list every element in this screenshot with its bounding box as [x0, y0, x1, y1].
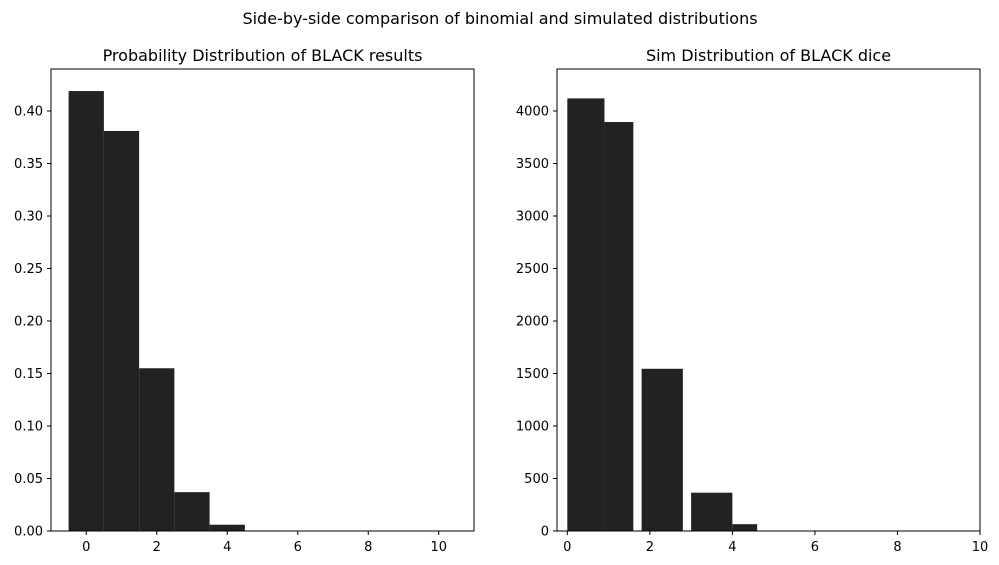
right-chart-y-tick-label-8: 4000: [516, 105, 549, 120]
right-chart-simulation: Sim Distribution of BLACK dice 0 2 4 6 8 10 0…: [516, 46, 988, 555]
right-chart-y-tick-label-3: 1500: [516, 367, 549, 382]
left-chart-y-tick-label-0: 0.00: [14, 525, 43, 540]
right-chart-bar-4: [732, 524, 758, 531]
right-chart-y-tick-label-2: 1000: [516, 420, 549, 435]
right-chart-y-tick-label-6: 3000: [516, 210, 549, 225]
left-chart-y-axis: 0.00 0.05 0.10 0.15 0.20 0.25 0.30 0.35 0.40: [14, 105, 51, 540]
right-chart-y-tick-label-1: 500: [524, 472, 549, 487]
right-chart-x-axis: 0 2 4 6 8 10: [563, 531, 988, 555]
right-chart-bar-0: [567, 98, 605, 532]
left-chart-x-axis: 0 2 4 6 8 10: [82, 531, 447, 555]
left-chart-title: Probability Distribution of BLACK result…: [103, 46, 423, 65]
right-chart-frame: [556, 68, 981, 532]
right-chart-x-tick-label-4: 8: [893, 540, 901, 555]
right-chart-title: Sim Distribution of BLACK dice: [646, 46, 891, 65]
left-chart-bar-3: [174, 492, 210, 531]
left-chart-y-tick-label-5: 0.25: [14, 262, 43, 277]
left-chart-bar-4: [209, 524, 245, 531]
left-chart-y-tick-label-3: 0.15: [14, 367, 43, 382]
left-chart-bar-1: [103, 130, 140, 531]
right-chart-y-tick-label-0: 0: [541, 525, 549, 540]
right-chart-y-tick-label-4: 2000: [516, 315, 549, 330]
left-chart-probability: Probability Distribution of BLACK result…: [14, 46, 475, 555]
right-chart-bar-2: [641, 368, 683, 531]
left-chart-frame: [50, 68, 475, 532]
right-chart-x-tick-label-0: 0: [563, 540, 571, 555]
left-chart-y-tick-label-2: 0.10: [14, 420, 43, 435]
left-chart-y-tick-label-1: 0.05: [14, 472, 43, 487]
left-chart-x-tick-label-3: 6: [294, 540, 302, 555]
figure-suptitle: Side-by-side comparison of binomial and …: [242, 9, 757, 28]
right-chart-x-tick-label-3: 6: [811, 540, 819, 555]
right-chart-y-axis: 0 500 1000 1500 2000 2500 3000 3500 4000: [516, 105, 557, 540]
left-chart-y-tick-label-8: 0.40: [14, 105, 43, 120]
left-chart-x-tick-label-5: 10: [430, 540, 447, 555]
left-chart-bars: [68, 91, 281, 532]
right-chart-bar-3: [691, 492, 733, 531]
right-chart-y-tick-label-7: 3500: [516, 157, 549, 172]
left-chart-bar-2: [139, 368, 175, 531]
right-chart-y-tick-label-5: 2500: [516, 262, 549, 277]
right-chart-x-tick-label-1: 2: [646, 540, 654, 555]
left-chart-bar-0: [68, 91, 104, 532]
right-chart-bars: [567, 98, 758, 532]
left-chart-y-tick-label-4: 0.20: [14, 315, 43, 330]
right-chart-x-tick-label-5: 10: [972, 540, 989, 555]
left-chart-x-tick-label-0: 0: [82, 540, 90, 555]
right-chart-x-tick-label-2: 4: [728, 540, 736, 555]
left-chart-y-tick-label-7: 0.35: [14, 157, 43, 172]
right-chart-bar-1: [604, 122, 634, 532]
left-chart-x-tick-label-4: 8: [364, 540, 372, 555]
left-chart-x-tick-label-2: 4: [223, 540, 231, 555]
left-chart-y-tick-label-6: 0.30: [14, 210, 43, 225]
left-chart-x-tick-label-1: 2: [153, 540, 161, 555]
